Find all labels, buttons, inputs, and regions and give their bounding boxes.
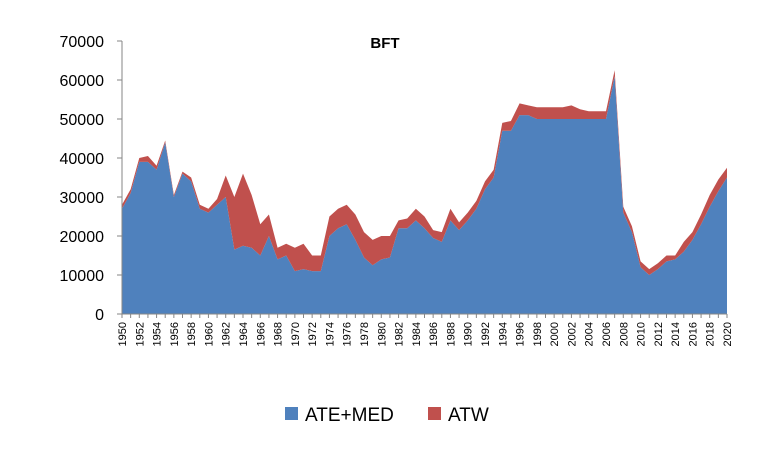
- x-tick-label: 1950: [117, 322, 129, 346]
- y-tick-label: 70000: [60, 34, 105, 51]
- chart-title: BFT: [370, 35, 399, 52]
- x-tick-label: 1974: [324, 322, 336, 346]
- y-tick-label: 0: [95, 307, 104, 324]
- x-tick-label: 2006: [601, 322, 613, 346]
- x-tick-label: 1990: [463, 322, 475, 346]
- x-tick-label: 2010: [636, 322, 648, 346]
- x-tick-label: 1998: [532, 322, 544, 346]
- x-tick-label: 1952: [134, 322, 146, 346]
- x-tick-label: 1978: [359, 322, 371, 346]
- x-tick-label: 1982: [394, 322, 406, 346]
- x-tick-label: 2008: [618, 322, 630, 346]
- y-tick-label: 20000: [60, 229, 105, 246]
- x-tick-label: 2002: [566, 322, 578, 346]
- x-tick-label: 1964: [238, 322, 250, 346]
- x-tick-label: 2018: [705, 322, 717, 346]
- legend-swatch-atw: [428, 407, 441, 420]
- x-tick-label: 1972: [307, 322, 319, 346]
- x-tick-label: 1996: [515, 322, 527, 346]
- x-tick-label: 2012: [653, 322, 665, 346]
- x-tick-label: 1958: [186, 322, 198, 346]
- x-tick-label: 2004: [584, 322, 596, 346]
- y-tick-label: 50000: [60, 112, 105, 129]
- y-tick-labels: 0 10000 20000 30000 40000 50000 60000 70000: [60, 34, 122, 324]
- y-tick-label: 60000: [60, 73, 105, 90]
- legend-label: ATW: [448, 405, 489, 426]
- x-tick-label: 2000: [549, 322, 561, 346]
- x-tick-label: 1960: [203, 322, 215, 346]
- x-tick-label: 1980: [376, 322, 388, 346]
- x-tick-label: 1976: [342, 322, 354, 346]
- x-tick-label: 1966: [255, 322, 267, 346]
- x-tick-label: 1956: [169, 322, 181, 346]
- x-tick-label: 1968: [273, 322, 285, 346]
- x-tick-label: 1970: [290, 322, 302, 346]
- y-tick-label: 40000: [60, 151, 105, 168]
- x-tick-label: 2020: [722, 322, 734, 346]
- y-tick-label: 30000: [60, 190, 105, 207]
- y-tick-label: 10000: [60, 268, 105, 285]
- area-series-ate-med: [122, 76, 727, 314]
- legend: ATE+MED ATW: [285, 405, 489, 426]
- x-tick-label: 1962: [221, 322, 233, 346]
- series-areas: [122, 70, 727, 314]
- x-tick-labels: 1950 1952 1954 1956 1958 1960 1962 1964 1966 1968…: [117, 314, 734, 346]
- x-tick-label: 2016: [687, 322, 699, 346]
- legend-swatch-ate-med: [285, 407, 298, 420]
- x-tick-label: 1988: [445, 322, 457, 346]
- x-tick-label: 2014: [670, 322, 682, 346]
- legend-label: ATE+MED: [305, 405, 394, 426]
- x-tick-label: 1992: [480, 322, 492, 346]
- x-tick-label: 1994: [497, 322, 509, 346]
- x-tick-label: 1986: [428, 322, 440, 346]
- x-tick-label: 1954: [152, 322, 164, 346]
- x-tick-label: 1984: [411, 322, 423, 346]
